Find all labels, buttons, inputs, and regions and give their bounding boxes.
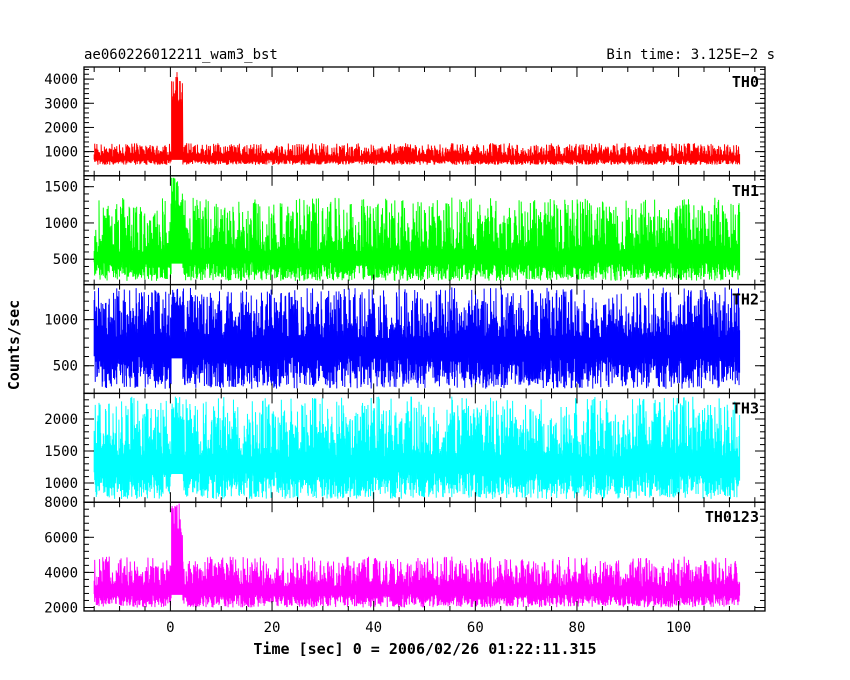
y-tick-label: 1000 xyxy=(44,476,78,492)
x-axis-label: Time [sec] 0 = 2006/02/26 01:22:11.315 xyxy=(253,640,596,658)
x-tick-label: 100 xyxy=(666,620,691,636)
y-tick-label: 1500 xyxy=(44,444,78,460)
y-tick-label: 4000 xyxy=(44,565,78,581)
y-tick-label: 1500 xyxy=(44,180,78,196)
panel-label-th3: TH3 xyxy=(732,399,759,417)
y-tick-label: 3000 xyxy=(44,96,78,112)
y-tick-label: 500 xyxy=(53,359,78,375)
panel-stack: TH01000200030004000TH150010001500TH25001… xyxy=(44,66,766,636)
y-tick-label: 2000 xyxy=(44,600,78,616)
y-tick-label: 1000 xyxy=(44,145,78,161)
chart-title-left: ae060226012211_wam3_bst xyxy=(84,47,278,63)
series-th0 xyxy=(93,72,741,165)
panel-label-th0: TH0 xyxy=(732,73,759,91)
y-tick-label: 4000 xyxy=(44,72,78,88)
x-tick-label: 60 xyxy=(467,620,484,636)
x-tick-label: 40 xyxy=(365,620,382,636)
chart-title-right: Bin time: 3.125E−2 s xyxy=(606,47,775,63)
panel-label-th1: TH1 xyxy=(732,182,759,200)
y-tick-label: 8000 xyxy=(44,495,78,511)
series-th2 xyxy=(93,287,741,389)
panel-label-th2: TH2 xyxy=(732,291,759,309)
y-tick-label: 2000 xyxy=(44,120,78,136)
y-axis-label: Counts/sec xyxy=(5,300,23,390)
y-tick-label: 1000 xyxy=(44,313,78,329)
series-th1 xyxy=(93,177,741,281)
y-tick-label: 1000 xyxy=(44,216,78,232)
x-tick-label: 0 xyxy=(166,620,174,636)
series-th0123 xyxy=(93,503,741,608)
y-tick-label: 6000 xyxy=(44,530,78,546)
series-th3 xyxy=(93,396,741,499)
y-tick-label: 500 xyxy=(53,252,78,268)
panel-label-th0123: TH0123 xyxy=(705,508,759,526)
y-tick-label: 2000 xyxy=(44,412,78,428)
x-tick-label: 80 xyxy=(569,620,586,636)
x-tick-label: 20 xyxy=(264,620,281,636)
